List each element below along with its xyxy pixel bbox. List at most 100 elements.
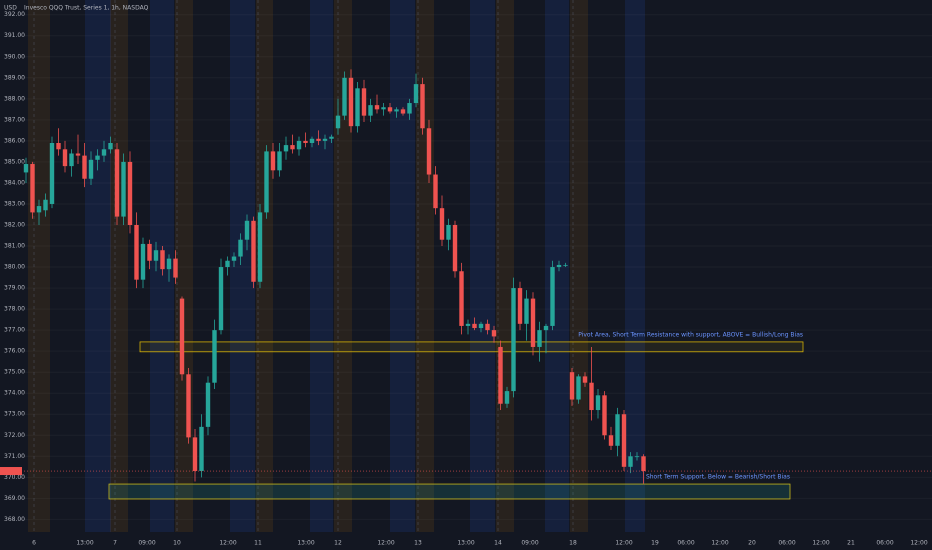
candle-body: [537, 330, 542, 347]
x-tick-label: 06:00: [677, 540, 694, 547]
candle-body: [550, 267, 555, 326]
y-tick-label: 379.00: [4, 285, 25, 292]
candle-body: [387, 107, 393, 112]
candle-body: [582, 376, 588, 383]
x-tick-label: 09:00: [138, 540, 155, 547]
y-tick-label: 382.00: [4, 221, 25, 228]
x-tick-label: 13:00: [297, 540, 314, 547]
x-tick-label: 13: [414, 540, 422, 547]
candle-body: [225, 260, 230, 268]
candle-body: [628, 456, 633, 467]
candle-body: [472, 323, 477, 329]
y-tick-label: 392.00: [4, 11, 25, 18]
afterhours-band: [310, 0, 333, 532]
candle-body: [543, 325, 549, 331]
y-tick-label: 368.00: [4, 516, 25, 523]
candle-body: [524, 298, 529, 324]
x-tick-label: 06:00: [778, 540, 795, 547]
y-tick-label: 383.00: [4, 200, 25, 207]
candle-body: [355, 88, 360, 127]
x-tick-label: 7: [113, 540, 117, 547]
candle-body: [576, 376, 581, 400]
y-tick-label: 381.00: [4, 243, 25, 250]
afterhours-band: [85, 0, 111, 532]
candle-body: [602, 395, 607, 436]
candle-body: [244, 220, 250, 240]
candle-body: [621, 414, 627, 467]
x-tick-label: 12: [334, 540, 342, 547]
x-tick-label: 21: [847, 540, 855, 547]
premarket-band: [28, 0, 50, 532]
zone-label: Pivot Area, Short Term Resistance with s…: [578, 331, 803, 338]
candle-body: [322, 138, 328, 141]
candle-body: [127, 161, 133, 225]
candle-body: [413, 84, 419, 104]
y-tick-label: 378.00: [4, 306, 25, 313]
premarket-band: [110, 0, 128, 532]
candle-body: [303, 140, 308, 143]
candle-body: [49, 142, 55, 204]
x-tick-label: 6: [32, 540, 36, 547]
x-tick-label: 14: [494, 540, 502, 547]
candle-body: [283, 145, 289, 152]
candle-body: [296, 140, 302, 150]
candle-body: [595, 395, 601, 411]
y-tick-label: 389.00: [4, 74, 25, 81]
x-tick-label: 12:00: [377, 540, 394, 547]
x-tick-label: 12:00: [812, 540, 829, 547]
candle-body: [374, 105, 380, 110]
y-tick-label: 373.00: [4, 411, 25, 418]
x-tick-label: 11: [254, 540, 262, 547]
afterhours-band: [470, 0, 495, 532]
premarket-band: [570, 0, 588, 532]
premarket-band: [256, 0, 273, 532]
x-tick-label: 19: [651, 540, 659, 547]
currency-label: USD: [4, 5, 17, 12]
candle-body: [75, 153, 81, 156]
y-tick-label: 384.00: [4, 179, 25, 186]
x-tick-label: 12:00: [711, 540, 728, 547]
x-tick-label: 12:00: [615, 540, 632, 547]
candle-body: [88, 159, 94, 179]
candle-body: [257, 212, 263, 282]
candle-body: [160, 250, 165, 270]
y-tick-label: 377.00: [4, 327, 25, 334]
candle-body: [420, 84, 425, 129]
candle-body: [433, 174, 438, 209]
candle-body: [108, 142, 113, 150]
candle-body: [446, 224, 451, 240]
candle-body: [251, 220, 256, 282]
candle-body: [264, 151, 269, 213]
candle-body: [173, 258, 178, 278]
y-tick-label: 387.00: [4, 116, 25, 123]
candle-body: [517, 288, 523, 324]
candle-body: [407, 103, 412, 114]
y-tick-label: 369.00: [4, 495, 25, 502]
y-tick-label: 371.00: [4, 453, 25, 460]
x-tick-label: 12:00: [219, 540, 236, 547]
candle-body: [30, 164, 35, 213]
x-tick-label: 13:00: [76, 540, 93, 547]
candle-body: [452, 224, 458, 272]
candle-body: [316, 138, 321, 141]
x-tick-label: 12:00: [910, 540, 927, 547]
y-tick-label: 385.00: [4, 158, 25, 165]
y-tick-label: 390.00: [4, 53, 25, 60]
candle-body: [95, 155, 100, 160]
candle-body: [56, 142, 61, 150]
candle-body: [309, 138, 315, 143]
candle-body: [140, 243, 146, 280]
candle-body: [114, 149, 120, 217]
candle-body: [491, 330, 497, 337]
candle-body: [608, 435, 614, 446]
candle-body: [192, 437, 198, 472]
chart-title: Invesco QQQ Trust, Series 1, 1h, NASDAQ: [24, 5, 149, 12]
candle-body: [23, 164, 29, 173]
candle-body: [381, 107, 386, 110]
zone-box: [139, 341, 804, 353]
y-tick-label: 375.00: [4, 369, 25, 376]
y-tick-label: 391.00: [4, 32, 25, 39]
candle-body: [426, 128, 432, 175]
candle-body: [348, 77, 354, 127]
